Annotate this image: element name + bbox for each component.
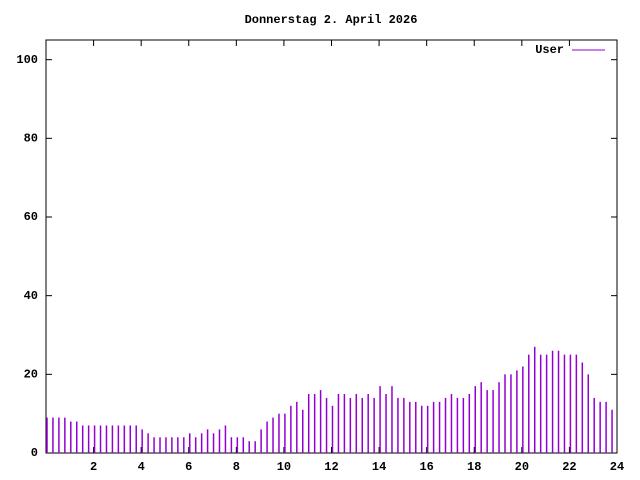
y-tick-label: 0: [31, 446, 38, 460]
y-tick-label: 40: [24, 289, 38, 303]
y-tick-label: 80: [24, 132, 38, 146]
y-tick-label: 100: [16, 53, 38, 67]
plot-frame: [45, 39, 618, 454]
x-tick-label: 2: [90, 460, 97, 474]
x-tick-label: 24: [610, 460, 624, 474]
x-tick-label: 12: [324, 460, 338, 474]
x-tick-label: 22: [562, 460, 576, 474]
x-tick-label: 10: [277, 460, 291, 474]
y-tick-label: 60: [24, 210, 38, 224]
x-tick-label: 18: [467, 460, 481, 474]
x-tick-label: 6: [185, 460, 192, 474]
x-tick-label: 8: [233, 460, 240, 474]
x-tick-label: 4: [138, 460, 145, 474]
y-tick-label: 20: [24, 368, 38, 382]
x-tick-label: 14: [372, 460, 386, 474]
x-tick-label: 20: [515, 460, 529, 474]
x-tick-label: 16: [419, 460, 433, 474]
chart-title: Donnerstag 2. April 2026: [245, 13, 418, 27]
legend-label: User: [535, 43, 564, 57]
